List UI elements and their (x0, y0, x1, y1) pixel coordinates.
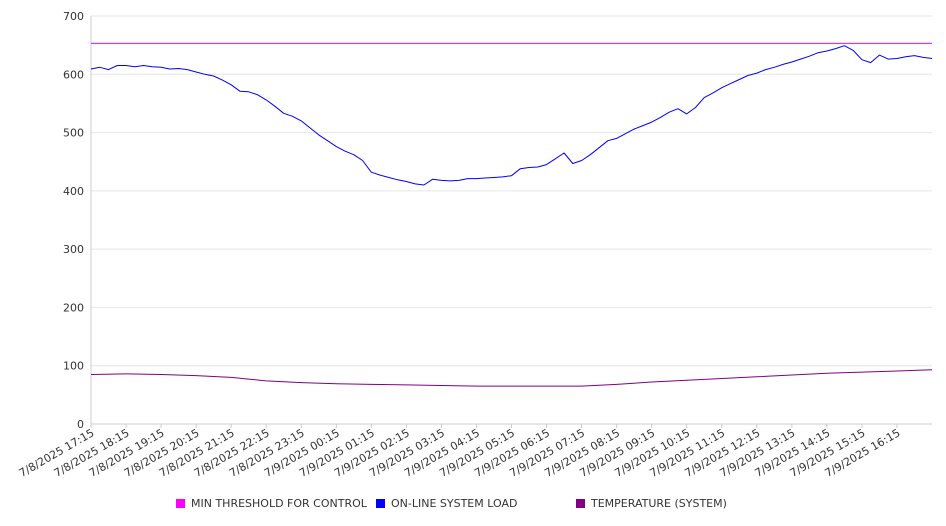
series-line-2 (90, 369, 933, 387)
y-tick-label: 100 (63, 360, 84, 373)
legend-swatch-system-load (376, 499, 385, 508)
y-tick-label: 500 (63, 127, 84, 140)
legend-item-threshold: MIN THRESHOLD FOR CONTROL (176, 497, 367, 510)
x-tick-labels: 7/8/2025 17:157/8/2025 18:157/8/2025 19:… (17, 424, 902, 480)
legend-label-temperature: TEMPERATURE (SYSTEM) (591, 497, 727, 510)
y-tick-label: 200 (63, 301, 84, 314)
y-tick-label: 0 (77, 418, 84, 431)
y-tick-label: 700 (63, 10, 84, 23)
legend-swatch-temperature (576, 499, 585, 508)
legend-label-system-load: ON-LINE SYSTEM LOAD (391, 497, 518, 510)
legend: MIN THRESHOLD FOR CONTROL ON-LINE SYSTEM… (0, 497, 946, 515)
y-tick-label: 300 (63, 243, 84, 256)
legend-label-threshold: MIN THRESHOLD FOR CONTROL (191, 497, 367, 510)
grid-lines (91, 15, 932, 367)
series-line-1 (90, 45, 933, 186)
legend-swatch-threshold (176, 499, 185, 508)
y-tick-labels: 0 100 200 300 400 500 600 700 (63, 10, 84, 431)
series-lines (90, 42, 933, 387)
y-tick-label: 400 (63, 185, 84, 198)
y-tick-label: 600 (63, 68, 84, 81)
legend-item-temperature: TEMPERATURE (SYSTEM) (576, 497, 727, 510)
legend-item-system-load: ON-LINE SYSTEM LOAD (376, 497, 517, 510)
